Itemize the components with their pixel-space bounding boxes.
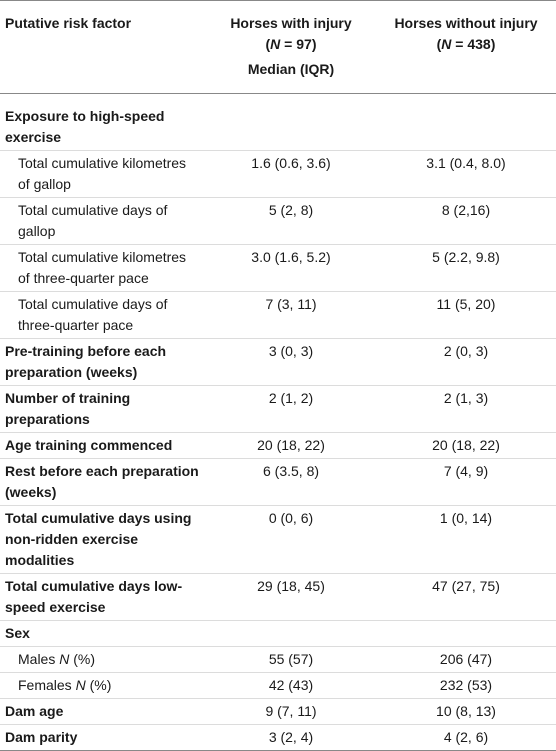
value-with-injury: [206, 620, 376, 647]
value-with-injury: 7 (3, 11): [206, 291, 376, 339]
value-without-injury: 3.1 (0.4, 8.0): [376, 150, 556, 198]
header-with-injury-n: (N = 97): [265, 36, 317, 52]
value-with-injury: 1.6 (0.6, 3.6): [206, 150, 376, 198]
row-label-text: Total cumulative days of gallop: [18, 202, 168, 239]
row-label: Males N (%): [0, 646, 206, 673]
row-label: Total cumulative days of gallop: [0, 197, 206, 245]
row-label-text: Females: [18, 677, 72, 693]
row-label-text: Sex: [5, 625, 30, 641]
row-label: Total cumulative days using non-ridden e…: [0, 505, 206, 574]
table-row: Females N (%) 42 (43) 232 (53): [0, 672, 556, 699]
table-row: Total cumulative days low-speed exercise…: [0, 573, 556, 621]
value-with-injury: 5 (2, 8): [206, 197, 376, 245]
table-row: Total cumulative kilometres of gallop 1.6…: [0, 150, 556, 198]
table-row: Total cumulative days of three-quarter p…: [0, 291, 556, 339]
value-without-injury: [376, 620, 556, 647]
row-label-pct: (%): [73, 651, 96, 667]
row-label-text: Exposure to high-speed exercise: [5, 108, 165, 145]
value-with-injury: 3.0 (1.6, 5.2): [206, 244, 376, 292]
value-with-injury: 3 (0, 3): [206, 338, 376, 386]
row-label: Sex: [0, 620, 206, 647]
row-label: Age training commenced: [0, 432, 206, 459]
row-label-text: Rest before each preparation (weeks): [5, 463, 199, 500]
row-label-text: Total cumulative days low-speed exercise: [5, 578, 183, 615]
table-row: Sex: [0, 620, 556, 647]
value-with-injury: 42 (43): [206, 672, 376, 699]
row-label-text: Dam age: [5, 703, 64, 719]
value-without-injury: 7 (4, 9): [376, 458, 556, 506]
value-without-injury: 232 (53): [376, 672, 556, 699]
row-label-text: Pre-training before each preparation (we…: [5, 343, 167, 380]
row-label: Pre-training before each preparation (we…: [0, 338, 206, 386]
value-without-injury: [376, 93, 556, 151]
header-with-injury: Horses with injury: [230, 15, 352, 31]
header-without-injury-n: (N = 438): [436, 36, 496, 52]
value-without-injury: 1 (0, 14): [376, 505, 556, 574]
row-label: Exposure to high-speed exercise: [0, 93, 206, 151]
table-row: Rest before each preparation (weeks) 6 (3…: [0, 458, 556, 506]
value-without-injury: 2 (1, 3): [376, 385, 556, 433]
row-label-text: Total cumulative kilometres of gallop: [18, 155, 187, 192]
value-with-injury: 20 (18, 22): [206, 432, 376, 459]
row-label-text: Total cumulative days of three-quarter p…: [18, 296, 168, 333]
header-risk-factor: Putative risk factor: [5, 15, 132, 31]
value-without-injury: 5 (2.2, 9.8): [376, 244, 556, 292]
row-label: Number of training preparations: [0, 385, 206, 433]
row-label-pct: (%): [89, 677, 112, 693]
row-label-text: Number of training preparations: [5, 390, 131, 427]
value-without-injury: 11 (5, 20): [376, 291, 556, 339]
row-label: Dam age: [0, 698, 206, 725]
table-row: Total cumulative days using non-ridden e…: [0, 505, 556, 574]
row-label-text: Age training commenced: [5, 437, 173, 453]
row-label: Females N (%): [0, 672, 206, 699]
header-without-injury: Horses without injury: [394, 15, 538, 31]
value-without-injury: 10 (8, 13): [376, 698, 556, 725]
header-median-iqr: Median (IQR): [206, 55, 376, 94]
row-label: Total cumulative kilometres of three-qua…: [0, 244, 206, 292]
value-with-injury: 0 (0, 6): [206, 505, 376, 574]
row-label: Rest before each preparation (weeks): [0, 458, 206, 506]
row-label: Total cumulative days of three-quarter p…: [0, 291, 206, 339]
table-row: Number of training preparations 2 (1, 2) 2…: [0, 385, 556, 433]
table-row: Total cumulative kilometres of three-qua…: [0, 244, 556, 292]
n-with-injury: 97: [296, 36, 312, 52]
row-label-n: N: [59, 651, 70, 667]
table-row: Age training commenced 20 (18, 22) 20 (18,…: [0, 432, 556, 459]
n-without-injury: 438: [467, 36, 491, 52]
row-label-text: Males: [18, 651, 56, 667]
value-without-injury: 47 (27, 75): [376, 573, 556, 621]
table-row: Pre-training before each preparation (we…: [0, 338, 556, 386]
value-with-injury: [206, 93, 376, 151]
row-label: Total cumulative kilometres of gallop: [0, 150, 206, 198]
table-row: Exposure to high-speed exercise: [0, 93, 556, 151]
value-without-injury: 20 (18, 22): [376, 432, 556, 459]
row-label-text: Total cumulative days using non-ridden e…: [5, 510, 192, 568]
row-label: Total cumulative days low-speed exercise: [0, 573, 206, 621]
table-header: Putative risk factor Horses with injury …: [0, 0, 556, 94]
row-label-text: Total cumulative kilometres of three-qua…: [18, 249, 187, 286]
value-with-injury: 2 (1, 2): [206, 385, 376, 433]
value-with-injury: 9 (7, 11): [206, 698, 376, 725]
table-row: Dam age 9 (7, 11) 10 (8, 13): [0, 698, 556, 725]
row-label-n: N: [75, 677, 86, 693]
value-without-injury: 206 (47): [376, 646, 556, 673]
table-body: Exposure to high-speed exercise Total cum…: [0, 93, 556, 751]
value-with-injury: 29 (18, 45): [206, 573, 376, 621]
value-with-injury: 55 (57): [206, 646, 376, 673]
table-row: Males N (%) 55 (57) 206 (47): [0, 646, 556, 673]
value-with-injury: 6 (3.5, 8): [206, 458, 376, 506]
top-rule: [0, 0, 556, 1]
value-without-injury: 2 (0, 3): [376, 338, 556, 386]
table-row: Total cumulative days of gallop 5 (2, 8) 8…: [0, 197, 556, 245]
row-label-text: Dam parity: [5, 729, 78, 745]
value-without-injury: 8 (2,16): [376, 197, 556, 245]
